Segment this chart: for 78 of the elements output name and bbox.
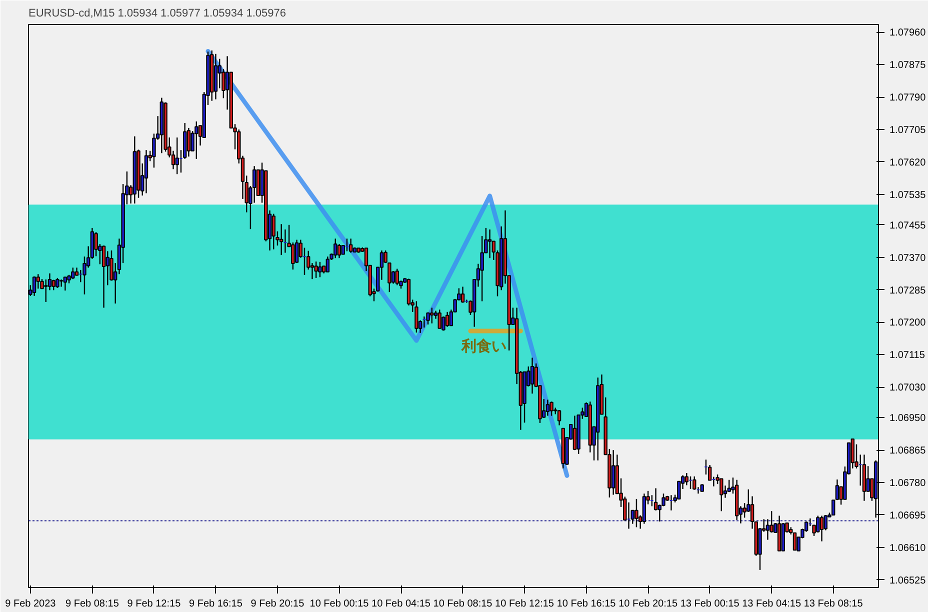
x-tick-label: 10 Feb 16:15 xyxy=(556,598,616,610)
x-tick-label: 9 Feb 16:15 xyxy=(189,598,243,610)
candlestick xyxy=(442,316,446,332)
y-tick-label: 1.07705 xyxy=(890,124,926,136)
x-tick-label: 10 Feb 20:15 xyxy=(618,598,678,610)
candlestick xyxy=(314,260,318,279)
candlestick xyxy=(71,267,75,280)
x-tick-label: 9 Feb 12:15 xyxy=(127,598,182,610)
y-tick-label: 1.07535 xyxy=(890,190,926,201)
y-tick-label: 1.07960 xyxy=(890,28,926,39)
x-tick-label: 9 Feb 20:15 xyxy=(250,598,305,610)
candlestick xyxy=(426,312,430,326)
candlestick xyxy=(318,261,322,278)
annotation: 利食い xyxy=(460,337,506,355)
candlestick xyxy=(291,242,295,270)
candlestick xyxy=(445,311,450,328)
x-tick-label: 10 Feb 12:15 xyxy=(495,598,554,610)
x-tick-label: 13 Feb 00:15 xyxy=(680,598,740,610)
candlestick xyxy=(460,286,465,304)
x-tick-label: 13 Feb 08:15 xyxy=(804,598,864,610)
candlestick xyxy=(530,357,534,394)
candlestick xyxy=(44,278,48,303)
candlestick xyxy=(63,276,68,292)
y-tick-label: 1.07455 xyxy=(890,220,926,232)
y-tick-label: 1.07370 xyxy=(890,252,926,264)
y-tick-label: 1.07200 xyxy=(890,318,926,329)
y-tick-label: 1.07030 xyxy=(890,382,926,394)
candlestick xyxy=(175,136,179,175)
candlestick xyxy=(438,309,442,329)
candlestick xyxy=(720,478,724,512)
y-tick-label: 1.06865 xyxy=(890,446,926,457)
x-tick-label: 9 Feb 08:15 xyxy=(66,598,120,610)
x-tick-label: 10 Feb 08:15 xyxy=(433,598,493,610)
candlestick xyxy=(59,278,64,288)
candlestick xyxy=(557,409,562,426)
y-tick-label: 1.07620 xyxy=(890,157,926,168)
y-tick-label: 1.07875 xyxy=(890,60,926,72)
candlestick xyxy=(337,243,342,259)
x-tick-label: 13 Feb 04:15 xyxy=(742,598,802,610)
candlestick xyxy=(684,472,689,486)
candlestick xyxy=(488,228,492,259)
x-tick-label: 9 Feb 2023 xyxy=(5,598,56,610)
candlestick xyxy=(144,149,148,194)
y-tick-label: 1.06525 xyxy=(890,575,926,586)
candlestick xyxy=(395,268,399,286)
y-tick-label: 1.06950 xyxy=(890,413,926,424)
candlestick xyxy=(56,277,60,288)
candlestick xyxy=(186,127,191,158)
candlestick xyxy=(334,238,338,259)
x-tick-label: 10 Feb 04:15 xyxy=(372,598,431,610)
candlestick xyxy=(36,274,40,290)
y-tick-label: 1.07115 xyxy=(890,350,926,362)
y-tick-label: 1.06610 xyxy=(890,542,926,554)
candlestick xyxy=(102,244,106,308)
candlestick xyxy=(326,256,330,272)
chart-title: EURUSD-cd,M15 1.05934 1.05977 1.05934 1.05976 xyxy=(28,8,286,20)
candlestick xyxy=(766,518,770,540)
y-tick-label: 1.07285 xyxy=(890,285,926,296)
candlestick xyxy=(546,399,550,416)
candlestick xyxy=(820,515,824,542)
candlestick xyxy=(692,476,696,490)
candlestick xyxy=(550,401,554,416)
candlestick xyxy=(572,415,577,451)
candlestick xyxy=(194,120,198,160)
candlestick xyxy=(430,307,434,324)
candlestick xyxy=(348,238,353,254)
candlestick xyxy=(279,224,284,256)
line-series xyxy=(206,48,570,478)
y-tick-label: 1.06780 xyxy=(890,478,926,490)
candlestick xyxy=(634,498,638,528)
candlestick xyxy=(480,235,484,302)
x-tick-label: 10 Feb 00:15 xyxy=(310,598,370,610)
candlestick xyxy=(414,300,418,334)
candlestick xyxy=(272,213,276,250)
candlestick xyxy=(611,449,616,496)
y-tick-label: 1.07790 xyxy=(890,92,926,104)
candlestick xyxy=(32,276,36,296)
y-tick-label: 1.06695 xyxy=(890,510,926,522)
